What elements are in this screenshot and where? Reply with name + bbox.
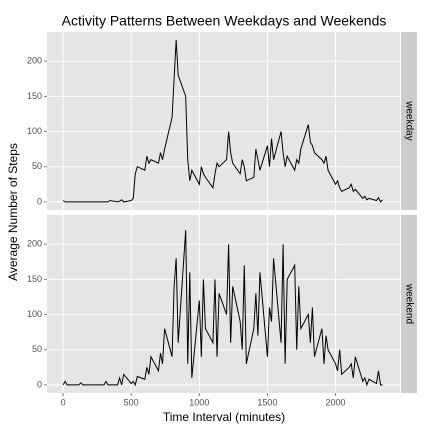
y-axis-label: Average Number of Steps [6,143,20,281]
y-tick-label: 200 [27,56,42,66]
x-tick-label: 500 [124,397,139,407]
line [62,40,383,203]
y-tick-label: 200 [27,239,42,249]
facet-label: weekend [403,283,414,324]
facet-strip [401,215,417,393]
y-tick-label: 0 [37,196,42,206]
chart-title: Activity Patterns Between Weekdays and W… [62,13,387,29]
y-tick-label: 0 [37,379,42,389]
y-tick-label: 150 [27,91,42,101]
facet-strip [401,32,417,210]
x-tick-label: 2000 [326,397,346,407]
panel-background [47,32,400,210]
y-tick-label: 50 [32,344,42,354]
line [62,230,383,387]
x-tick-label: 1500 [257,397,277,407]
facet-label: weekday [403,100,414,140]
x-tick-label: 1000 [189,397,209,407]
y-tick-label: 50 [32,161,42,171]
x-tick-label: 0 [61,397,66,407]
y-tick-label: 100 [27,126,42,136]
x-axis-label: Time Interval (minutes) [163,410,285,424]
panel-background [47,215,400,393]
y-tick-label: 100 [27,309,42,319]
y-tick-label: 150 [27,274,42,284]
